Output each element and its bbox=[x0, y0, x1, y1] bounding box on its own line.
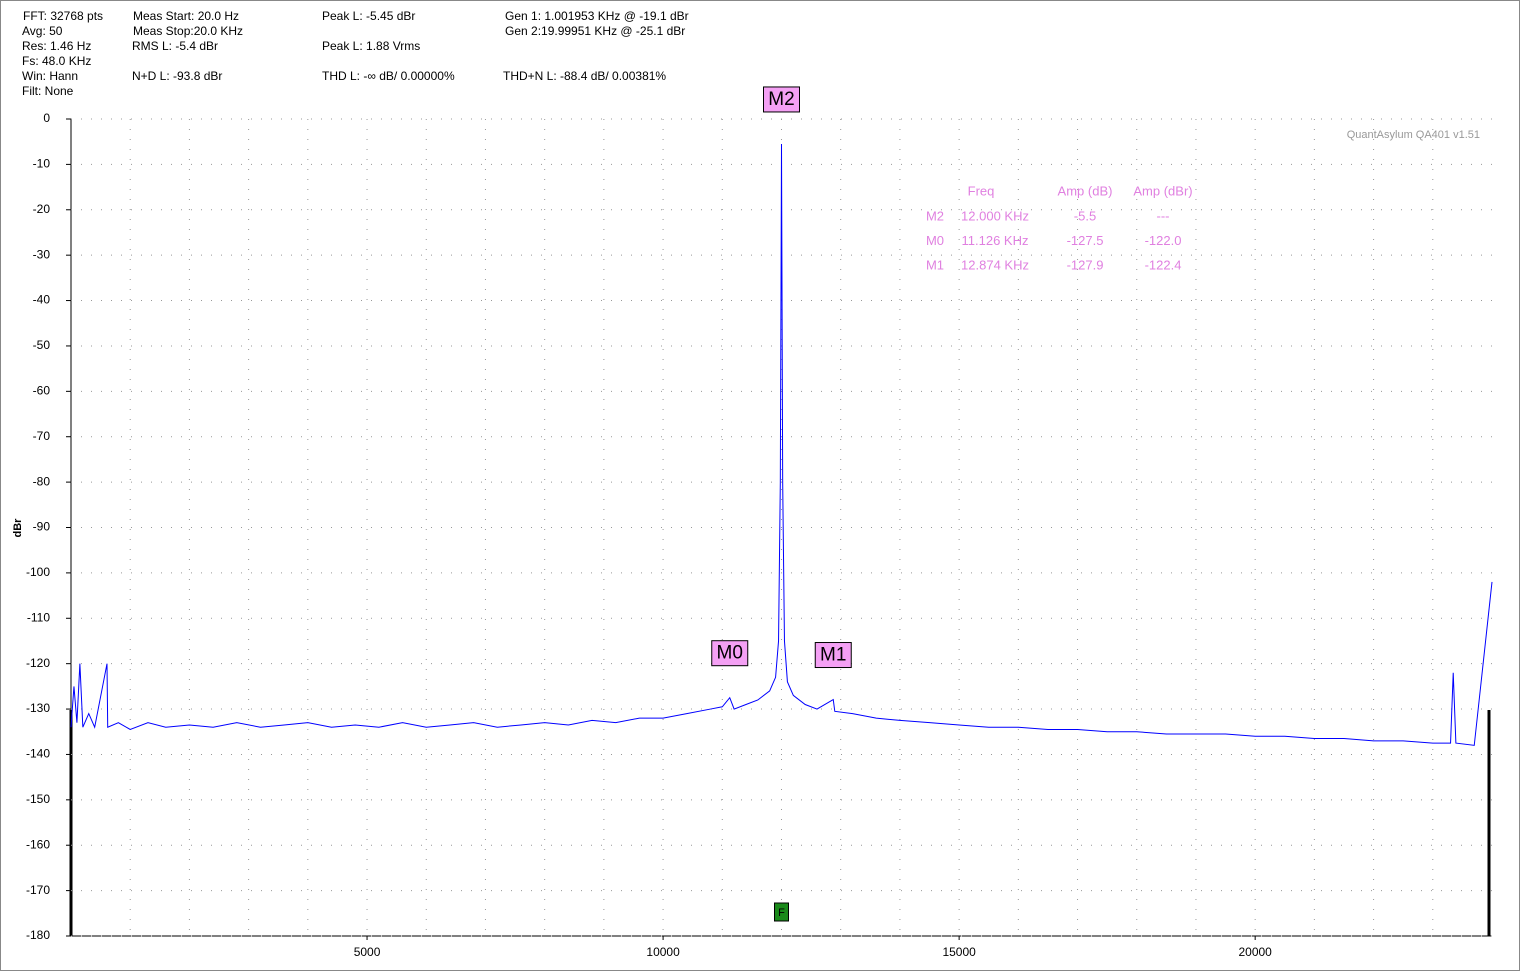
marker-box bbox=[763, 86, 800, 113]
f-marker-box bbox=[774, 902, 789, 922]
spectrum-line bbox=[70, 143, 1493, 746]
table-cell: M0 bbox=[926, 233, 944, 248]
info: THD+N L: -88.4 dB/ 0.00381% bbox=[503, 69, 666, 83]
y-tick-label: -80 bbox=[33, 474, 51, 488]
y-tick-label: -90 bbox=[33, 520, 51, 534]
info: Avg: 50 bbox=[22, 24, 63, 38]
info: Gen 1: 1.001953 KHz @ -19.1 dBr bbox=[505, 9, 689, 23]
info: Res: 1.46 Hz bbox=[22, 39, 91, 53]
info: RMS L: -5.4 dBr bbox=[132, 39, 218, 53]
y-tick-label: -10 bbox=[33, 157, 51, 171]
marker-label: M1 bbox=[820, 645, 846, 666]
marker: M2 bbox=[763, 86, 800, 113]
table-cell: -127.9 bbox=[1067, 257, 1104, 272]
table-header: Amp (dBr) bbox=[1133, 183, 1192, 198]
y-axis-label: dBr bbox=[12, 518, 24, 538]
y-tick-label: -30 bbox=[33, 247, 51, 261]
table-cell: --- bbox=[1157, 208, 1170, 223]
marker: M0 bbox=[711, 640, 749, 667]
table-cell: -127.5 bbox=[1067, 233, 1104, 248]
y-tick-label: -180 bbox=[26, 928, 50, 942]
table-cell: -5.5 bbox=[1074, 208, 1096, 223]
info: N+D L: -93.8 dBr bbox=[132, 69, 222, 83]
marker-label: M0 bbox=[717, 643, 743, 664]
y-tick-label: -70 bbox=[33, 429, 51, 443]
f-marker-label: F bbox=[778, 907, 785, 919]
table-cell: M1 bbox=[926, 257, 944, 272]
table-header: Amp (dB) bbox=[1058, 183, 1113, 198]
info: Fs: 48.0 KHz bbox=[22, 54, 91, 68]
table-cell: -122.0 bbox=[1145, 233, 1182, 248]
info: Meas Stop:20.0 KHz bbox=[133, 24, 243, 38]
y-tick-label: -50 bbox=[33, 338, 51, 352]
marker-label: M2 bbox=[768, 89, 794, 110]
marker-box bbox=[711, 640, 749, 667]
watermark: QuantAsylum QA401 v1.51 bbox=[1347, 129, 1480, 141]
y-tick-label: -150 bbox=[26, 792, 50, 806]
x-tick-label: 5000 bbox=[354, 945, 381, 959]
x-tick-label: 10000 bbox=[646, 945, 680, 959]
y-tick-label: -130 bbox=[26, 701, 50, 715]
y-tick-label: -160 bbox=[26, 837, 50, 851]
table-cell: 12.000 KHz bbox=[961, 208, 1029, 223]
y-tick-label: -100 bbox=[26, 565, 50, 579]
y-tick-label: -110 bbox=[27, 610, 50, 624]
x-tick-label: 20000 bbox=[1238, 945, 1272, 959]
y-tick-label: -40 bbox=[33, 293, 51, 307]
info: Filt: None bbox=[22, 84, 74, 98]
y-tick-label: -20 bbox=[33, 202, 51, 216]
x-tick-label: 15000 bbox=[942, 945, 976, 959]
info: Gen 2:19.99951 KHz @ -25.1 dBr bbox=[505, 24, 685, 38]
y-tick-label: -60 bbox=[33, 384, 51, 398]
table-cell: -122.4 bbox=[1145, 257, 1182, 272]
y-tick-label: -120 bbox=[26, 656, 50, 670]
table-cell: M2 bbox=[926, 208, 944, 223]
table-header: Freq bbox=[968, 183, 995, 198]
info: Win: Hann bbox=[22, 69, 78, 83]
y-tick-label: 0 bbox=[43, 111, 50, 125]
table-cell: 11.126 KHz bbox=[962, 233, 1029, 248]
table-cell: 12.874 KHz bbox=[961, 257, 1029, 272]
marker-box bbox=[814, 642, 852, 669]
info: Peak L: -5.45 dBr bbox=[322, 9, 415, 23]
y-tick-label: -140 bbox=[26, 747, 50, 761]
header: FFT: 32768 pts Avg: 50 Res: 1.46 Hz Fs: … bbox=[22, 9, 689, 98]
y-tick-label: -170 bbox=[26, 883, 50, 897]
marker: M1 bbox=[814, 642, 852, 669]
info: Meas Start: 20.0 Hz bbox=[133, 9, 239, 23]
info: Peak L: 1.88 Vrms bbox=[322, 39, 420, 53]
info: THD L: -∞ dB/ 0.00000% bbox=[322, 69, 455, 83]
info: FFT: 32768 pts bbox=[23, 9, 103, 23]
